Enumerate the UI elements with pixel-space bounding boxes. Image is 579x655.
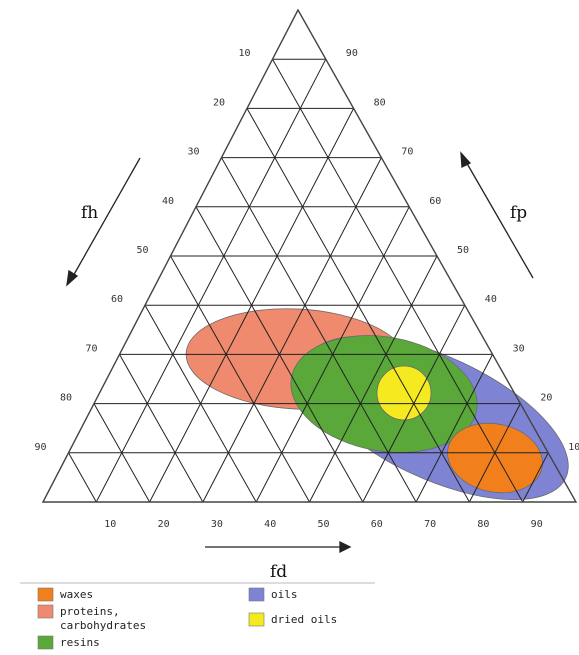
fd-tick-label: 10 [104, 519, 116, 530]
waxes-legend-label: waxes [60, 588, 93, 601]
grid-line [272, 58, 524, 503]
fd-tick-label: 70 [424, 519, 436, 530]
grid-line [119, 354, 204, 503]
triangle-outline [41, 8, 578, 503]
fh-tick-label: 80 [60, 393, 72, 404]
fd-tick-label: 60 [371, 519, 383, 530]
grid-line [144, 304, 257, 503]
fd-axis-label: fd [270, 562, 287, 582]
proteins-legend-label: carbohydrates [60, 619, 146, 632]
legend: waxes proteins,carbohydrates resins oils dri… [20, 582, 375, 650]
fh-tick-label: 70 [85, 343, 97, 354]
fp-tick-label: 20 [540, 393, 552, 404]
dried-oils-legend-label: dried oils [271, 613, 337, 626]
grid-line [202, 157, 382, 503]
fp-tick-label: 30 [513, 343, 525, 354]
grid-line [93, 403, 151, 503]
waxes-region [447, 422, 543, 494]
grid-line [221, 157, 417, 503]
fd-tick-label: 40 [264, 519, 276, 530]
grid-line [170, 255, 310, 503]
fh-axis-arrow [66, 157, 141, 287]
fh-tick-label: 50 [136, 245, 148, 256]
fh-tick-label: 20 [213, 97, 225, 108]
fd-tick-label: 20 [158, 519, 170, 530]
dried-oils-legend-swatch [248, 612, 265, 627]
triangle-grid [41, 8, 578, 503]
grid-line [309, 255, 438, 503]
waxes-legend-swatch [37, 587, 54, 602]
grid-line [95, 58, 327, 503]
fp-tick-label: 10 [568, 442, 579, 453]
fp-tick-label: 80 [374, 97, 386, 108]
fh-tick-label: 90 [34, 442, 46, 453]
fp-tick-label: 60 [429, 196, 441, 207]
oils-legend-label: oils [271, 588, 298, 601]
fh-tick-label: 60 [111, 294, 123, 305]
fd-tick-label: 30 [211, 519, 223, 530]
fh-axis-label: fh [81, 203, 98, 223]
grid-line [246, 108, 470, 503]
fh-tick-label: 10 [238, 48, 250, 59]
solubility-regions [185, 308, 569, 500]
resins-legend-swatch [37, 635, 54, 650]
fd-tick-label: 50 [317, 519, 329, 530]
fh-tick-label: 40 [162, 196, 174, 207]
dried-oils-region [376, 365, 432, 421]
fd-tick-label: 90 [531, 519, 543, 530]
fd-tick-label: 80 [477, 519, 489, 530]
fp-tick-label: 70 [401, 147, 413, 158]
fp-axis-label: fp [510, 203, 527, 223]
proteins-legend-swatch [37, 604, 54, 619]
tick-labels: 10 20 30 40 50 60 70 80 90 90 80 70 60 50 40 30 20 10 10 20… [34, 48, 579, 530]
grid-line [522, 452, 549, 503]
fp-tick-label: 50 [457, 245, 469, 256]
grid-line [415, 354, 494, 503]
fp-tick-label: 40 [485, 294, 497, 305]
proteins-legend-label: proteins, [60, 605, 120, 618]
fp-tick-label: 90 [346, 48, 358, 59]
fd-axis-arrow [205, 540, 352, 554]
grid-line [195, 206, 364, 503]
fp-axis-arrow [460, 151, 534, 279]
grid-line [68, 452, 97, 503]
fh-tick-label: 30 [187, 147, 199, 158]
resins-legend-label: resins [60, 636, 100, 649]
oils-legend-swatch [248, 587, 265, 602]
